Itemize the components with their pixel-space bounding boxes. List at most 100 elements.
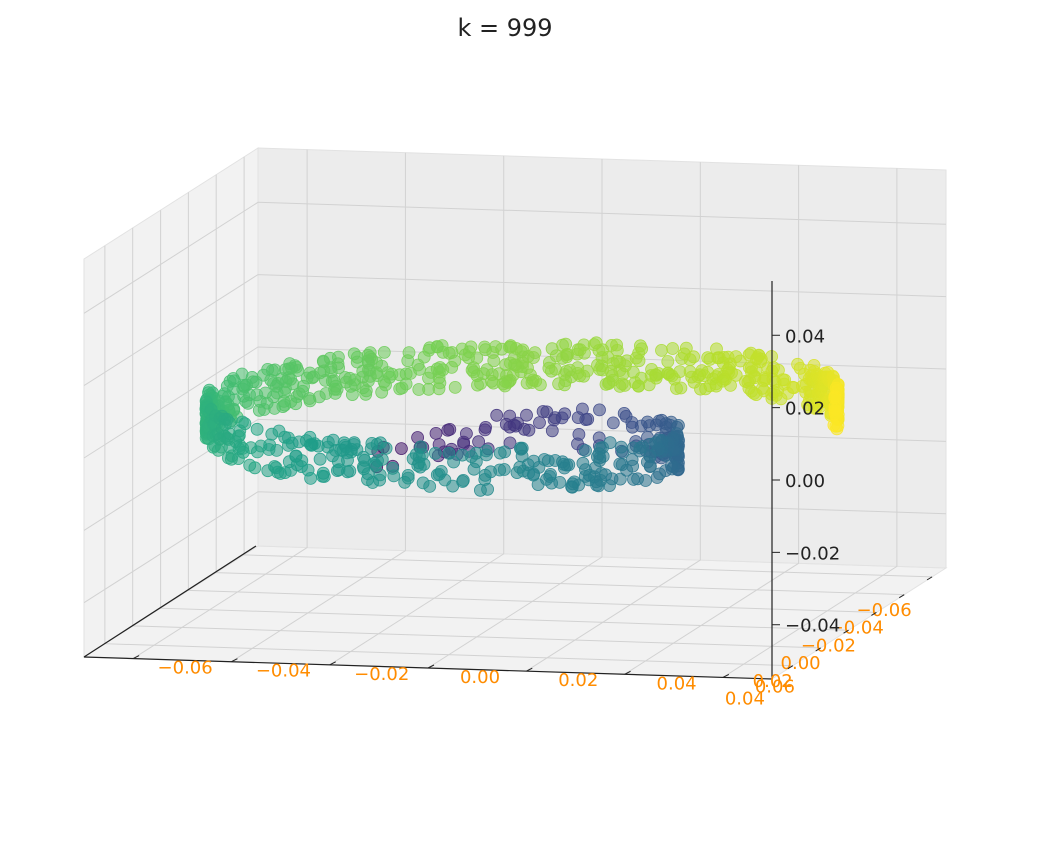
scatter-point bbox=[533, 416, 546, 430]
scatter-point bbox=[578, 469, 592, 483]
scatter-point bbox=[610, 343, 624, 357]
y-gridline bbox=[722, 168, 898, 678]
scatter-point bbox=[373, 468, 387, 482]
scatter-point bbox=[679, 341, 693, 355]
scatter-point bbox=[828, 391, 842, 405]
scatter-point bbox=[565, 480, 578, 494]
scatter-point bbox=[428, 446, 442, 460]
scatter-point bbox=[545, 342, 559, 356]
scatter-point bbox=[650, 471, 664, 484]
x-tick bbox=[787, 665, 794, 670]
x-tick bbox=[843, 629, 849, 634]
y-tick bbox=[329, 661, 336, 666]
y-tick bbox=[427, 664, 435, 669]
scatter-point bbox=[542, 361, 556, 375]
x-tick-label: 0.02 bbox=[753, 671, 793, 692]
z-tick-label: 0.04 bbox=[785, 326, 825, 347]
scatter-point bbox=[661, 355, 675, 368]
scatter-point bbox=[490, 408, 504, 422]
scatter-point bbox=[379, 441, 393, 455]
scatter-point bbox=[295, 454, 309, 468]
scatter-point bbox=[406, 452, 420, 466]
y-tick bbox=[624, 670, 631, 675]
x-tick bbox=[926, 576, 933, 581]
scatter-point bbox=[591, 450, 604, 464]
y-tick bbox=[526, 667, 533, 672]
y-tick bbox=[231, 658, 238, 663]
y-gridline bbox=[132, 149, 308, 660]
y-tick-label: −0.02 bbox=[354, 664, 409, 685]
y-tick-label: 0.00 bbox=[460, 667, 500, 688]
scatter-point bbox=[674, 381, 688, 395]
x-tick-label: −0.04 bbox=[829, 618, 884, 639]
scatter-point bbox=[558, 407, 572, 421]
scatter-point bbox=[581, 412, 595, 426]
y-tick-label: −0.06 bbox=[158, 658, 213, 679]
scatter-point bbox=[455, 448, 469, 462]
scatter-point bbox=[499, 358, 513, 372]
x-tick-label: −0.06 bbox=[856, 600, 911, 621]
scatter-point bbox=[572, 427, 586, 441]
z-tick-label: −0.02 bbox=[785, 543, 840, 564]
y-tick bbox=[722, 673, 730, 678]
x-tick-label: 0.04 bbox=[725, 689, 765, 710]
scatter-point bbox=[635, 342, 649, 356]
scatter-point bbox=[375, 452, 389, 466]
scatter-point bbox=[580, 364, 594, 378]
scatter-point bbox=[430, 468, 444, 482]
scatter-point bbox=[578, 346, 591, 360]
scatter-point bbox=[465, 363, 479, 377]
scatter-point bbox=[441, 423, 455, 437]
scatter-point bbox=[412, 383, 426, 396]
scatter-point bbox=[593, 403, 606, 417]
x-gridline bbox=[187, 192, 877, 613]
scatter-point bbox=[576, 456, 590, 470]
scatter-point bbox=[478, 423, 492, 437]
z-gridline bbox=[83, 418, 947, 531]
scatter-point bbox=[416, 476, 430, 490]
z-tick-label: 0.02 bbox=[785, 399, 825, 420]
scatter-point bbox=[343, 464, 357, 478]
z-gridline bbox=[83, 274, 947, 387]
scatter-point bbox=[632, 354, 646, 368]
chart-title: k = 999 bbox=[457, 14, 553, 42]
y-tick bbox=[132, 655, 140, 660]
z-tick-label: −0.04 bbox=[785, 616, 840, 637]
data-points bbox=[199, 336, 845, 497]
y-gridline bbox=[526, 162, 701, 672]
scatter-point bbox=[510, 466, 524, 480]
scatter-point bbox=[499, 417, 513, 431]
scatter-point bbox=[828, 403, 842, 417]
scatter-point bbox=[493, 446, 507, 460]
scatter-point bbox=[422, 371, 435, 385]
scatter-point bbox=[520, 376, 534, 390]
scatter-point bbox=[401, 354, 415, 368]
x-axis-line bbox=[83, 545, 257, 658]
scatter-point bbox=[473, 483, 487, 497]
scatter-point bbox=[270, 443, 284, 457]
scatter-point bbox=[729, 368, 743, 382]
scatter-point bbox=[627, 472, 640, 486]
scatter-point bbox=[606, 416, 620, 430]
x-gridline bbox=[215, 174, 905, 596]
y-tick-label: −0.04 bbox=[256, 661, 311, 682]
scatter-point bbox=[666, 342, 679, 355]
scatter-point bbox=[442, 446, 456, 460]
x-tick-label: −0.02 bbox=[801, 635, 856, 656]
scatter-point bbox=[733, 354, 747, 368]
scatter-point bbox=[317, 470, 331, 483]
scatter-point bbox=[467, 462, 481, 476]
scatter-point bbox=[457, 435, 471, 449]
y-gridline bbox=[231, 152, 406, 663]
scatter-point bbox=[520, 408, 533, 422]
scatter-point bbox=[250, 422, 264, 436]
y-gridline bbox=[329, 155, 505, 666]
scatter-point bbox=[347, 347, 361, 361]
scatter-point bbox=[724, 378, 737, 392]
scatter-point bbox=[248, 461, 262, 475]
x-tick bbox=[898, 594, 905, 599]
z-gridline bbox=[83, 491, 947, 604]
x-tick bbox=[815, 647, 821, 652]
